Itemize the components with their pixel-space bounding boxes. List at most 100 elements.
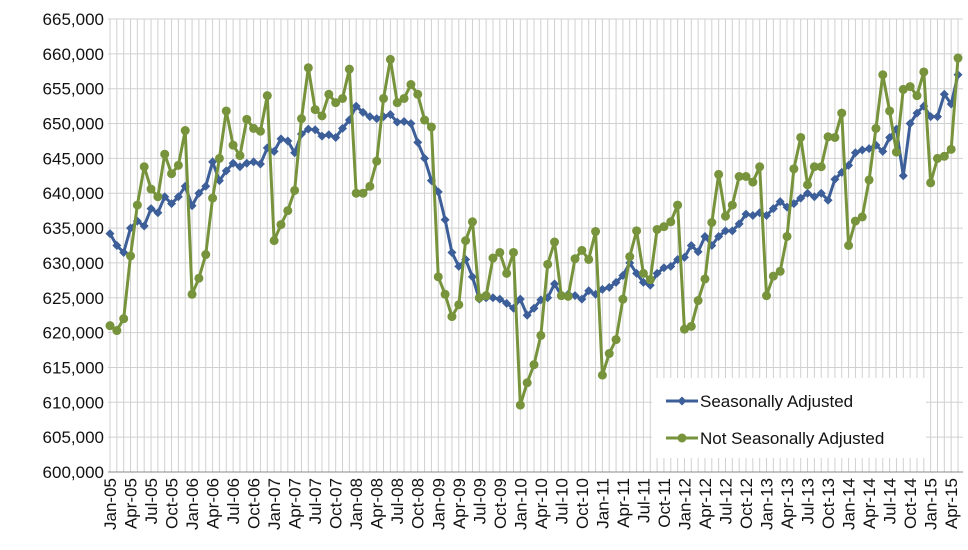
marker [597, 284, 607, 294]
marker [529, 303, 539, 313]
marker [303, 124, 313, 134]
x-tick-label: Apr-09 [450, 478, 469, 529]
y-tick-label: 635,000 [43, 219, 104, 238]
marker [816, 162, 826, 172]
marker [850, 216, 860, 226]
marker [932, 153, 942, 163]
x-tick-label: Jan-09 [429, 478, 448, 530]
x-tick-label: Apr-08 [368, 478, 387, 529]
x-tick-label: Jan-11 [593, 478, 612, 529]
marker [447, 247, 457, 257]
x-tick-label: Apr-10 [532, 478, 551, 529]
marker [844, 241, 854, 250]
marker [734, 219, 744, 229]
marker [173, 160, 183, 170]
marker [454, 261, 464, 271]
marker [105, 321, 115, 331]
marker [194, 188, 204, 198]
x-tick-label: Jul-14 [881, 478, 900, 524]
marker [276, 220, 286, 230]
marker [638, 268, 648, 278]
marker [276, 134, 286, 144]
marker [837, 108, 847, 118]
marker [823, 195, 833, 205]
marker [358, 107, 368, 117]
marker [550, 237, 560, 247]
marker [857, 212, 867, 222]
marker [351, 101, 361, 111]
marker [119, 314, 129, 324]
marker [748, 177, 758, 187]
marker [139, 162, 149, 172]
marker [679, 252, 689, 262]
marker [563, 291, 573, 301]
marker [919, 67, 929, 77]
marker [714, 169, 724, 179]
marker [399, 93, 409, 103]
marker [433, 272, 443, 282]
x-tick-label: Apr-07 [286, 478, 305, 529]
marker [762, 211, 772, 221]
x-tick-label: Jul-11 [634, 478, 653, 523]
marker [720, 226, 730, 236]
marker [707, 218, 717, 228]
marker [187, 289, 197, 299]
marker [584, 254, 594, 264]
marker [167, 199, 177, 209]
x-tick-label: Jan-10 [511, 478, 530, 530]
x-tick-label: Oct-09 [491, 478, 510, 529]
marker [604, 282, 614, 292]
y-tick-label: 655,000 [43, 80, 104, 99]
marker [194, 273, 204, 283]
marker [591, 227, 601, 237]
marker [741, 209, 751, 219]
marker [385, 54, 395, 64]
marker [146, 204, 156, 214]
marker [385, 109, 395, 119]
marker [221, 106, 231, 116]
marker [529, 360, 539, 370]
marker [454, 300, 464, 310]
marker [296, 114, 306, 124]
marker [235, 162, 245, 172]
marker [112, 326, 122, 336]
legend-label: Seasonally Adjusted [700, 392, 853, 411]
marker [611, 277, 621, 287]
marker [344, 64, 354, 74]
marker [372, 114, 382, 124]
marker [413, 137, 423, 147]
x-tick-label: Jan-07 [265, 478, 284, 530]
marker [221, 166, 231, 176]
marker [789, 164, 799, 174]
marker [420, 115, 430, 125]
marker [666, 217, 676, 227]
marker [502, 298, 512, 308]
marker [249, 157, 259, 167]
marker [208, 193, 218, 203]
x-tick-label: Jul-10 [552, 478, 571, 524]
x-tick-label: Jan-05 [101, 478, 120, 530]
marker [406, 119, 416, 129]
marker [782, 231, 792, 241]
marker [365, 112, 375, 122]
marker [632, 226, 642, 236]
marker [310, 125, 320, 135]
marker [953, 53, 963, 63]
marker [939, 151, 949, 161]
marker [502, 268, 512, 278]
x-tick-label: Oct-11 [655, 478, 674, 528]
marker [283, 136, 293, 146]
marker [830, 174, 840, 184]
marker [255, 126, 265, 136]
marker [796, 193, 806, 203]
x-tick-label: Jul-12 [716, 478, 735, 524]
x-tick-label: Apr-05 [122, 478, 141, 529]
legend-marker [677, 396, 687, 406]
x-tick-label: Jul-09 [470, 478, 489, 524]
marker [891, 147, 901, 157]
marker [693, 296, 703, 306]
marker [214, 153, 224, 163]
marker [809, 192, 819, 202]
y-tick-label: 600,000 [43, 463, 104, 482]
marker [741, 172, 751, 182]
